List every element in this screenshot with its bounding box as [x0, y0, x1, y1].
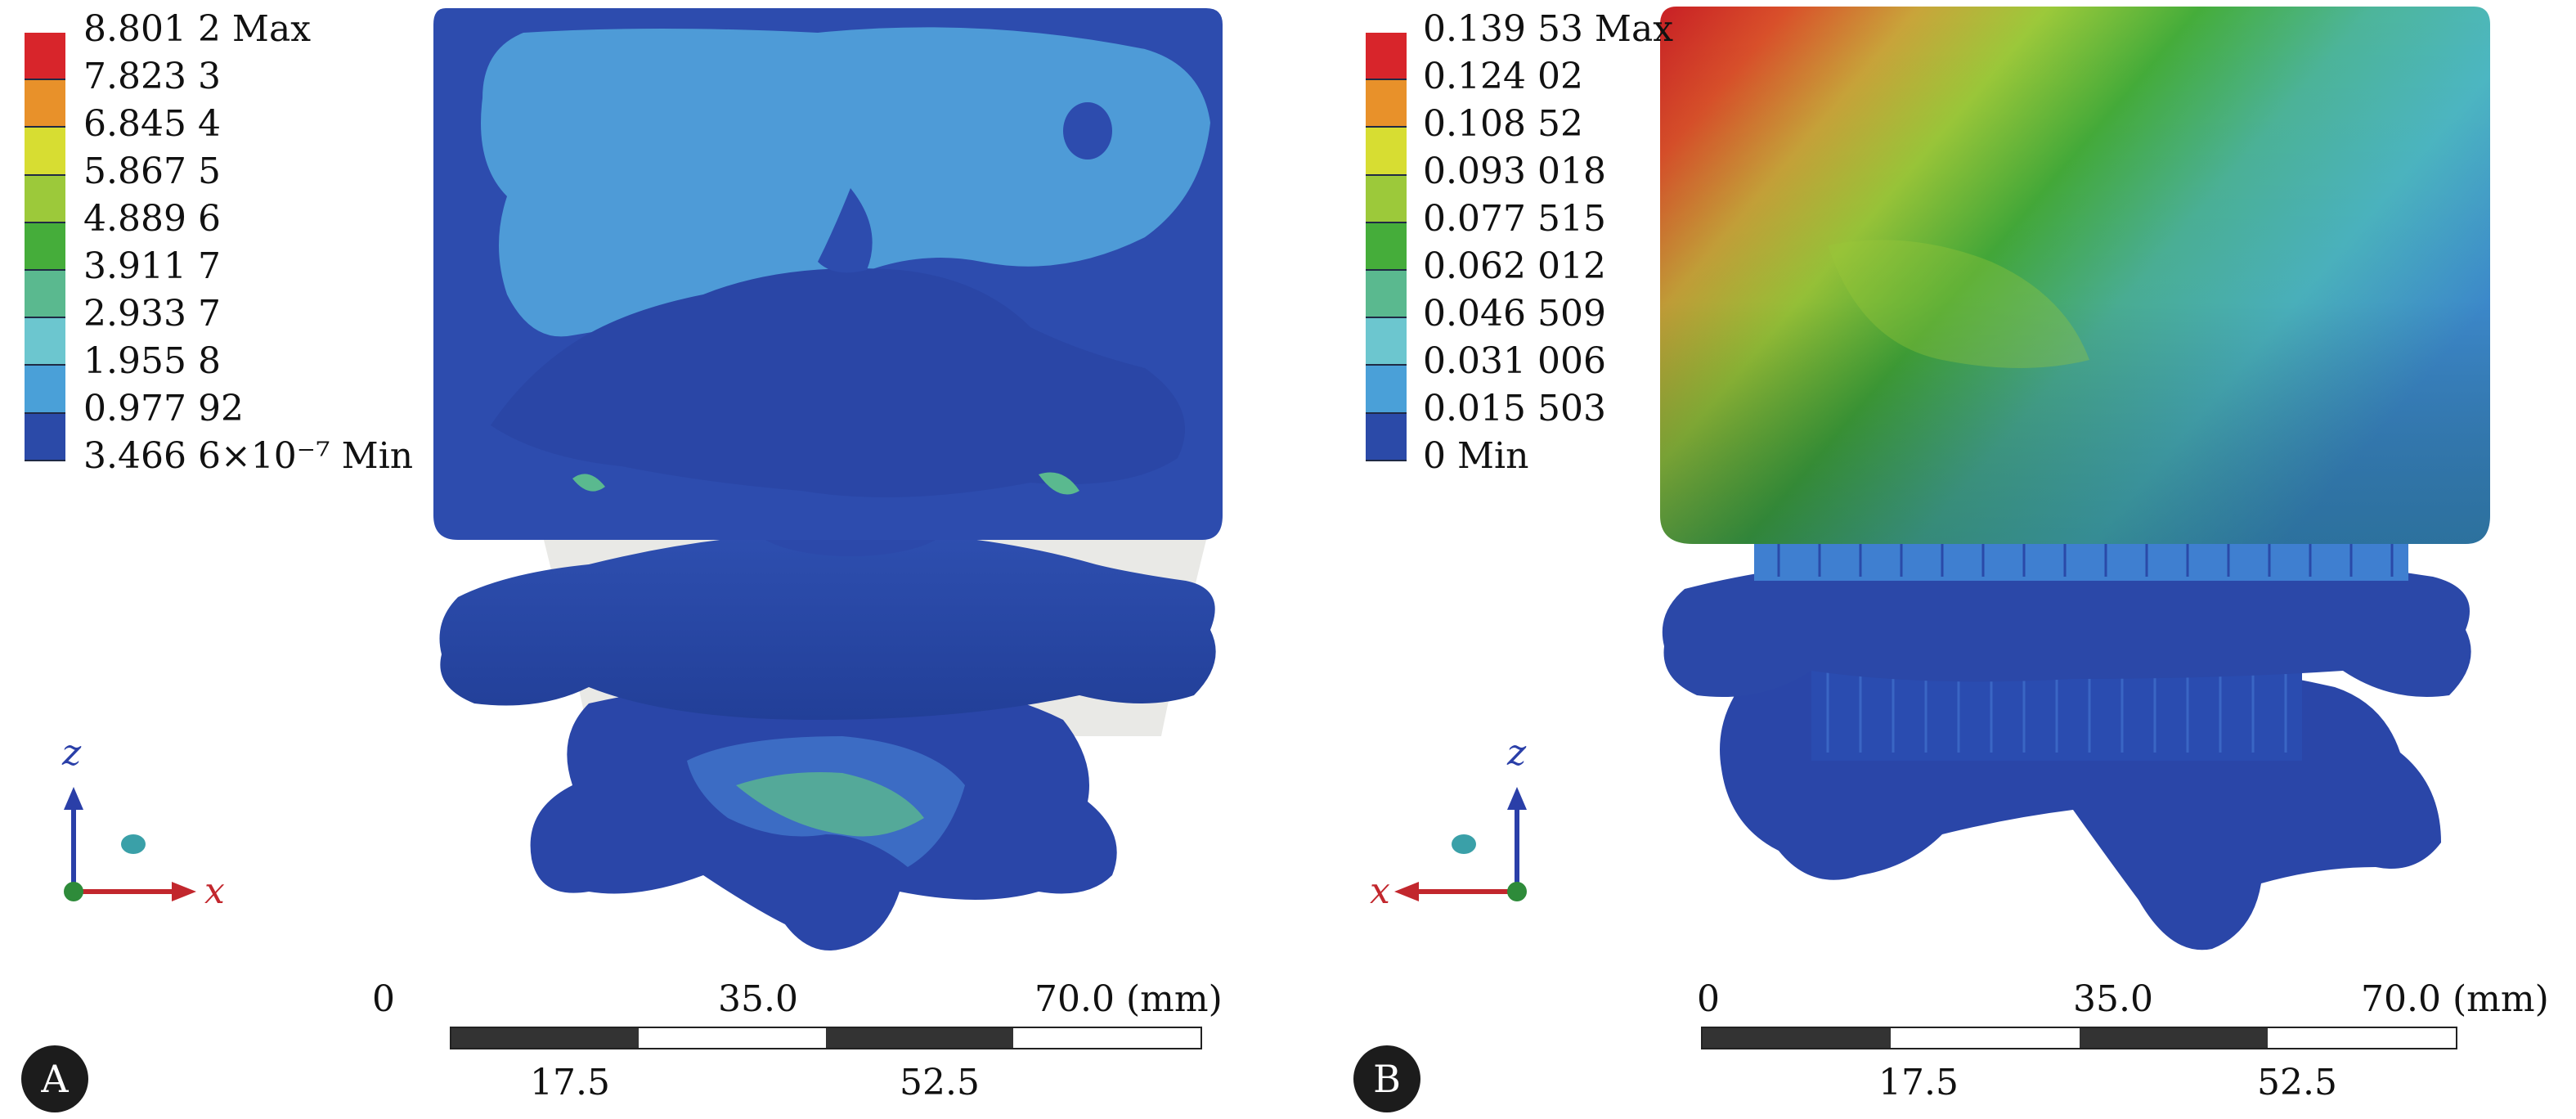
scale-tick-17-5: 17.5: [1878, 1062, 1959, 1103]
legend-label: 0.977 92: [83, 388, 244, 429]
legend-label-max: 0.139 53 Max: [1423, 8, 1674, 50]
upper-vertebra: [491, 268, 1185, 497]
legend-swatch: [25, 222, 65, 271]
upper-stress-zone: [481, 27, 1210, 337]
legend-swatch: [1366, 128, 1407, 176]
lower-hot-spot: [736, 772, 924, 837]
legend-swatch: [25, 413, 65, 461]
legend-label-min: 0 Min: [1423, 435, 1529, 477]
legend-label-max: 8.801 2 Max: [83, 8, 312, 50]
panel-b: 0.139 53 Max 0.124 02 0.108 52 0.093 018…: [1288, 0, 2576, 1119]
legend-label: 0.062 012: [1423, 245, 1606, 287]
legend-label: 0.093 018: [1423, 151, 1606, 192]
legend-swatch: [25, 33, 65, 81]
panel-badge-a: A: [21, 1045, 88, 1112]
shading-overlay: [1660, 7, 2490, 544]
scale-tick-17-5: 17.5: [530, 1062, 610, 1103]
contour-bulge: [1828, 240, 2089, 368]
axis-label-z: z: [62, 732, 82, 774]
legend-label: 0.124 02: [1423, 56, 1583, 97]
axis-triad-b: [1394, 787, 1527, 901]
legend-label: 6.845 4: [83, 103, 221, 145]
scale-tick-35: 35.0: [718, 978, 798, 1020]
scale-tick-70: 70.0 (mm): [1034, 978, 1223, 1020]
scale-bar-segments: [450, 1027, 1202, 1049]
legend-label: 2.933 7: [83, 293, 221, 335]
fe-model-a: [64, 8, 1223, 950]
middle-vertebra: [1662, 548, 2471, 697]
legend-label: 0.077 515: [1423, 198, 1606, 240]
axis-triad-a: [64, 787, 196, 901]
legend-swatch: [25, 270, 65, 319]
legend-label: 3.911 7: [83, 245, 221, 287]
contact-point-left: [572, 474, 605, 492]
notch: [818, 188, 873, 273]
middle-vertebra: [439, 532, 1216, 720]
legend-label: 1.955 8: [83, 340, 221, 382]
fe-model-b: [1394, 7, 2490, 950]
legend-swatch: [1366, 175, 1407, 223]
legend-swatch: [1366, 222, 1407, 271]
scale-tick-0: 0: [1697, 978, 1720, 1020]
axis-label-x: x: [204, 870, 225, 912]
legend-label-min: 3.466 6×10⁻⁷ Min: [83, 435, 414, 477]
void-hole: [1063, 102, 1112, 160]
legend-label: 0.046 509: [1423, 293, 1606, 335]
legend-swatch: [1366, 270, 1407, 319]
scale-tick-35: 35.0: [2073, 978, 2153, 1020]
legend-swatch: [25, 318, 65, 366]
legend-swatch: [25, 128, 65, 176]
panel-a: 8.801 2 Max 7.823 3 6.845 4 5.867 5 4.88…: [21, 8, 1223, 1112]
axis-label-z: z: [1507, 732, 1527, 774]
legend-label: 0.015 503: [1423, 388, 1606, 429]
legend-swatch: [25, 366, 65, 414]
legend-label: 5.867 5: [83, 151, 221, 192]
contact-point-right: [1039, 472, 1079, 495]
panel-badge-b: B: [1353, 1045, 1420, 1112]
legend-label: 4.889 6: [83, 198, 221, 240]
legend-swatch: [1366, 33, 1407, 81]
axis-label-x: x: [1370, 870, 1390, 912]
legend-swatch: [1366, 366, 1407, 414]
legend-label: 7.823 3: [83, 56, 221, 97]
legend-swatch: [25, 80, 65, 128]
scale-tick-70: 70.0 (mm): [2361, 978, 2549, 1020]
scale-tick-0: 0: [372, 978, 395, 1020]
legend-swatch: [1366, 318, 1407, 366]
legend-swatch: [1366, 80, 1407, 128]
scale-tick-52-5: 52.5: [2257, 1062, 2337, 1103]
scale-tick-52-5: 52.5: [900, 1062, 980, 1103]
legend-label: 0.108 52: [1423, 103, 1583, 145]
legend-label: 0.031 006: [1423, 340, 1606, 382]
scale-bar-segments: [1701, 1027, 2457, 1049]
legend-swatch: [1366, 413, 1407, 461]
legend-swatch: [25, 175, 65, 223]
